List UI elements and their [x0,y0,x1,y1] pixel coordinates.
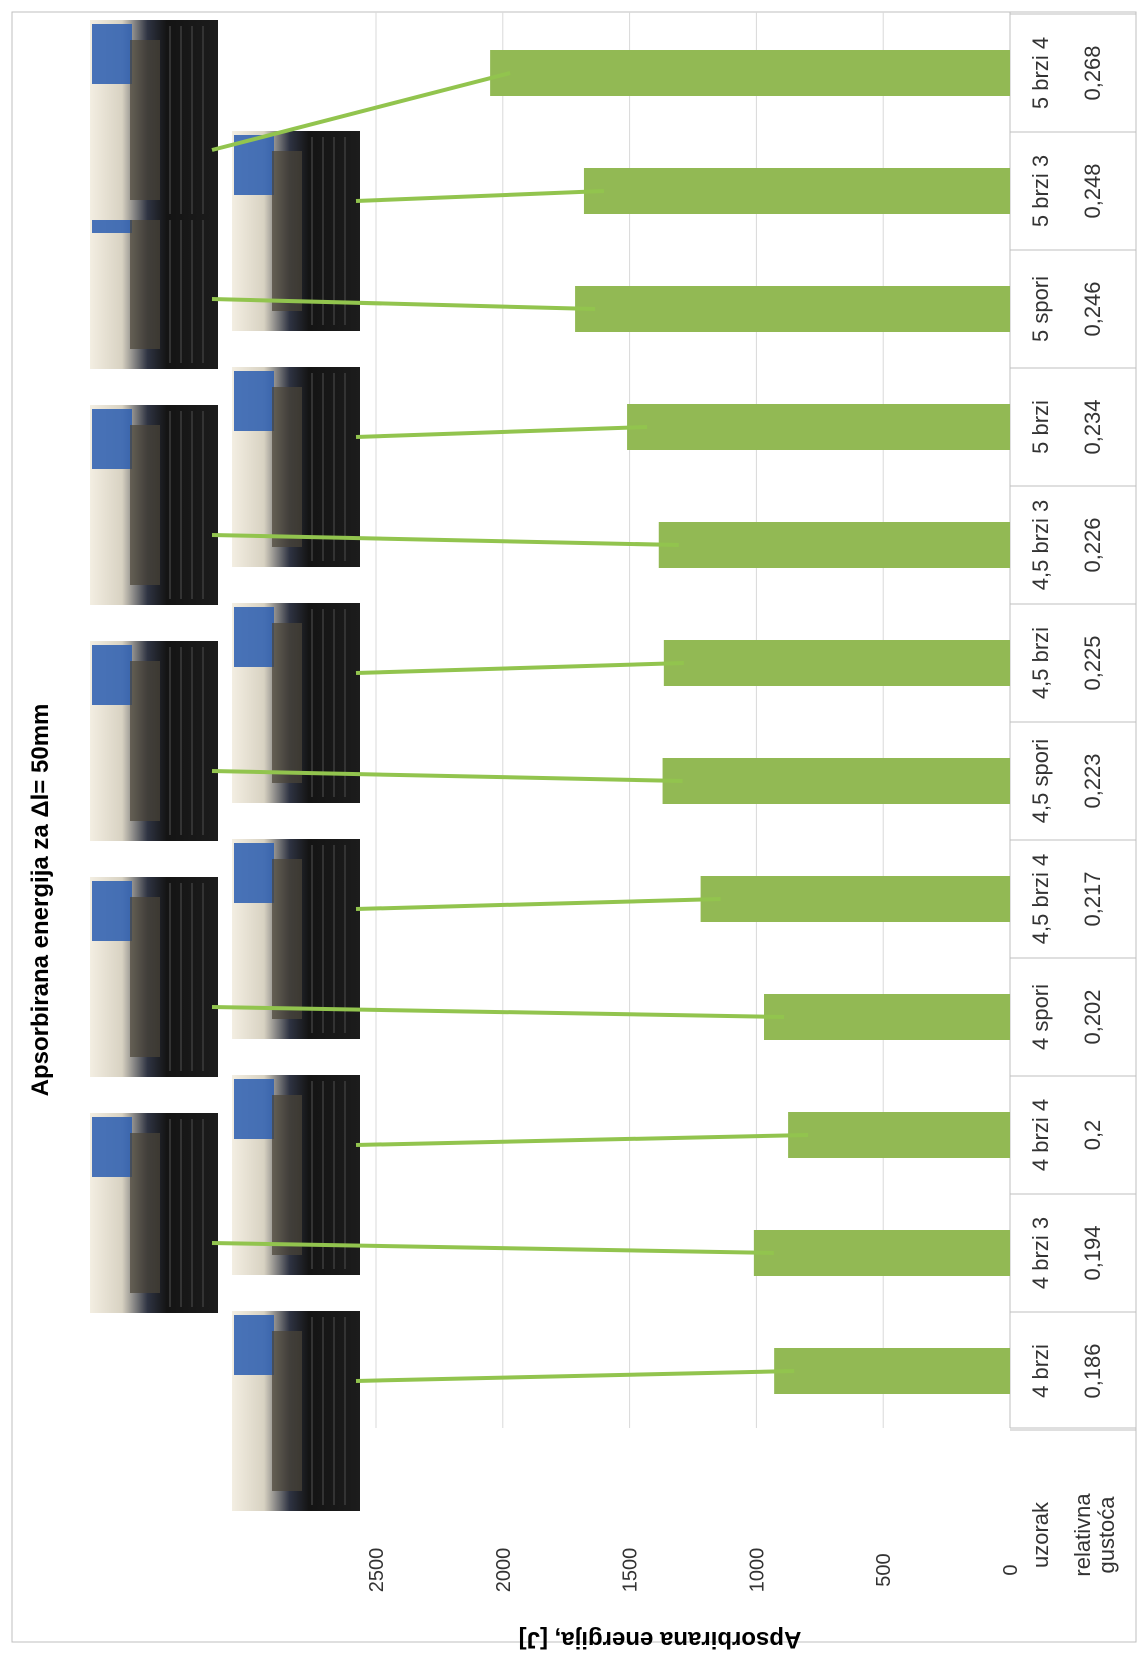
bar [662,758,1010,804]
relative-density-label: 0,234 [1080,399,1105,454]
sample-photo [232,131,360,331]
bar [583,168,1010,214]
relative-density-label: 0,186 [1080,1343,1105,1398]
relative-density-label: 0,248 [1080,163,1105,218]
relative-density-label: 0,223 [1080,753,1105,808]
y-tick-label: 0 [1000,1564,1022,1575]
sample-photo [232,839,360,1039]
sample-photo [90,405,218,605]
category-label: 5 brzi 4 [1028,37,1053,109]
sample-photo [232,367,360,567]
relative-density-label: 0,226 [1080,517,1105,572]
category-label: 4 spori [1028,984,1053,1050]
leader-line [211,533,679,547]
y-tick-label: 1500 [620,1548,642,1593]
relative-density-label: 0,2 [1080,1120,1105,1151]
y-tick-label: 2500 [366,1548,388,1593]
leader-line [355,897,721,911]
row-header-sample: uzorak [1028,1501,1053,1568]
sample-photo [90,1113,218,1313]
sample-photo [90,20,218,220]
bar [575,286,1010,332]
relative-density-label: 0,194 [1080,1225,1105,1280]
y-tick-label: 1000 [746,1548,768,1593]
relative-density-label: 0,268 [1080,45,1105,100]
category-label: 4 brzi 4 [1028,1099,1053,1171]
relative-density-label: 0,217 [1080,871,1105,926]
bar [700,876,1010,922]
bar [788,1112,1010,1158]
data-table: 4 brzi 0,186 4 brzi 3 0,194 4 brzi 4 0,2 4 spo… [1009,12,1137,1577]
y-tick-label: 2000 [493,1548,515,1593]
leader-line [211,297,596,311]
leader-line [211,769,683,783]
relative-density-label: 0,225 [1080,635,1105,690]
row-header-density: gustoća [1094,1496,1119,1574]
sample-photo [90,641,218,841]
category-label: 4 brzi [1028,1344,1053,1398]
leader-line [355,661,684,675]
bar [658,522,1010,568]
relative-density-label: 0,202 [1080,989,1105,1044]
bar [774,1348,1010,1394]
relative-density-label: 0,246 [1080,281,1105,336]
row-header-relative: relativna [1070,1493,1095,1577]
category-label: 5 spori [1028,276,1053,342]
bars [490,50,1010,1394]
y-axis-ticks: 0 500 1000 1500 2000 2500 [366,1548,1022,1593]
sample-photo [232,1311,360,1511]
leader-line [355,189,605,203]
category-label: 4,5 brzi [1028,627,1053,699]
category-label: 4,5 brzi 3 [1028,500,1053,591]
leader-line [211,71,511,152]
category-label: 4,5 spori [1028,739,1053,823]
bar [764,994,1010,1040]
bar [663,640,1010,686]
leader-line [211,1005,785,1019]
bar [627,404,1010,450]
category-label: 4 brzi 3 [1028,1217,1053,1289]
sample-photo [90,877,218,1077]
category-label: 4,5 brzi 4 [1028,854,1053,945]
leader-lines [211,71,809,1383]
sample-photos [90,20,360,1511]
chart-title: Apsorbirana energija za Δl= 50mm [27,704,54,1097]
bar [490,50,1010,96]
sample-photo [232,603,360,803]
y-axis-label: Apsorbirana energija, [J] [519,1626,802,1653]
category-label: 5 brzi 3 [1028,155,1053,227]
category-label: 5 brzi [1028,400,1053,454]
sample-photo [232,1075,360,1275]
leader-line [355,1369,795,1383]
leader-line [355,1133,809,1147]
bar [753,1230,1010,1276]
leader-line [211,1241,774,1255]
y-tick-label: 500 [873,1553,895,1586]
leader-line [355,425,648,439]
